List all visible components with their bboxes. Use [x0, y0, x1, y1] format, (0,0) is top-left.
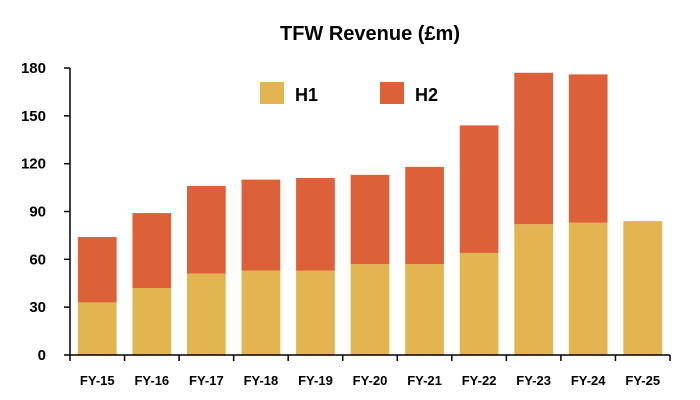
legend-label-h1: H1	[295, 85, 318, 105]
y-tick-label: 150	[21, 108, 46, 125]
bar-h1-fy-17	[187, 273, 226, 355]
x-tick-label: FY-22	[462, 373, 497, 388]
y-tick-label: 0	[38, 347, 46, 364]
bar-h2-fy-19	[296, 178, 335, 271]
bar-h1-fy-18	[241, 270, 281, 355]
y-tick-label: 90	[29, 204, 46, 221]
legend-swatch-h2	[380, 82, 404, 104]
y-tick-label: 30	[29, 299, 46, 316]
legend-label-h2: H2	[415, 85, 438, 105]
x-tick-label: FY-16	[134, 373, 169, 388]
y-axis: 0 30 60 90 120 150 180	[21, 60, 71, 364]
bar-h2-fy-15	[77, 237, 117, 303]
y-tick-label: 180	[21, 60, 46, 77]
x-tick-label: FY-24	[571, 373, 606, 388]
bar-h1-fy-15	[77, 302, 117, 355]
x-tick-label: FY-15	[80, 373, 115, 388]
y-tick-label: 60	[29, 251, 46, 268]
legend: H1 H2	[260, 82, 438, 105]
legend-swatch-h1	[260, 82, 284, 104]
x-tick-label: FY-17	[189, 373, 224, 388]
bar-h1-fy-25	[623, 221, 663, 355]
x-tick-label: FY-21	[407, 373, 442, 388]
bar-h1-fy-23	[514, 224, 553, 355]
bar-h1-fy-22	[459, 252, 499, 355]
x-tick-label: FY-23	[516, 373, 551, 388]
y-tick-label: 120	[21, 156, 46, 173]
bar-h2-fy-21	[405, 166, 444, 265]
x-tick-label: FY-19	[298, 373, 333, 388]
bars	[77, 72, 663, 355]
x-tick-label: FY-18	[244, 373, 279, 388]
bar-h2-fy-23	[514, 72, 553, 225]
x-tick-label: FY-20	[353, 373, 388, 388]
bar-h1-fy-20	[350, 264, 390, 355]
x-tick-label: FY-25	[625, 373, 660, 388]
bar-h2-fy-22	[459, 125, 499, 253]
bar-h1-fy-16	[132, 288, 172, 355]
x-axis: FY-15 FY-16 FY-17 FY-18 FY-19 FY-20 FY-21 FY-22…	[69, 354, 671, 388]
chart-title: TFW Revenue (£m)	[280, 23, 460, 45]
bar-h2-fy-18	[241, 179, 281, 271]
bar-h1-fy-24	[568, 222, 608, 355]
bar-h1-fy-19	[296, 270, 335, 355]
bar-h1-fy-21	[405, 264, 444, 355]
bar-h2-fy-24	[568, 74, 608, 223]
bar-h2-fy-16	[132, 213, 172, 289]
bar-h2-fy-20	[350, 174, 390, 265]
bar-h2-fy-17	[187, 185, 226, 274]
